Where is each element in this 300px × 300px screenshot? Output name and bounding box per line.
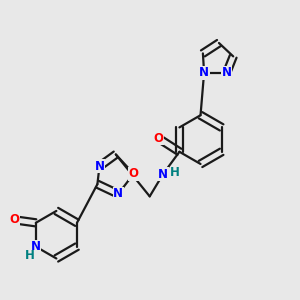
Text: H: H [25, 249, 35, 262]
Text: N: N [94, 160, 104, 173]
Text: H: H [170, 166, 180, 179]
Text: O: O [154, 132, 164, 145]
Text: N: N [158, 168, 168, 181]
Text: N: N [113, 188, 123, 200]
Text: O: O [9, 213, 20, 226]
Text: N: N [199, 66, 209, 79]
Text: N: N [222, 66, 232, 79]
Text: O: O [129, 167, 139, 180]
Text: N: N [31, 240, 41, 253]
